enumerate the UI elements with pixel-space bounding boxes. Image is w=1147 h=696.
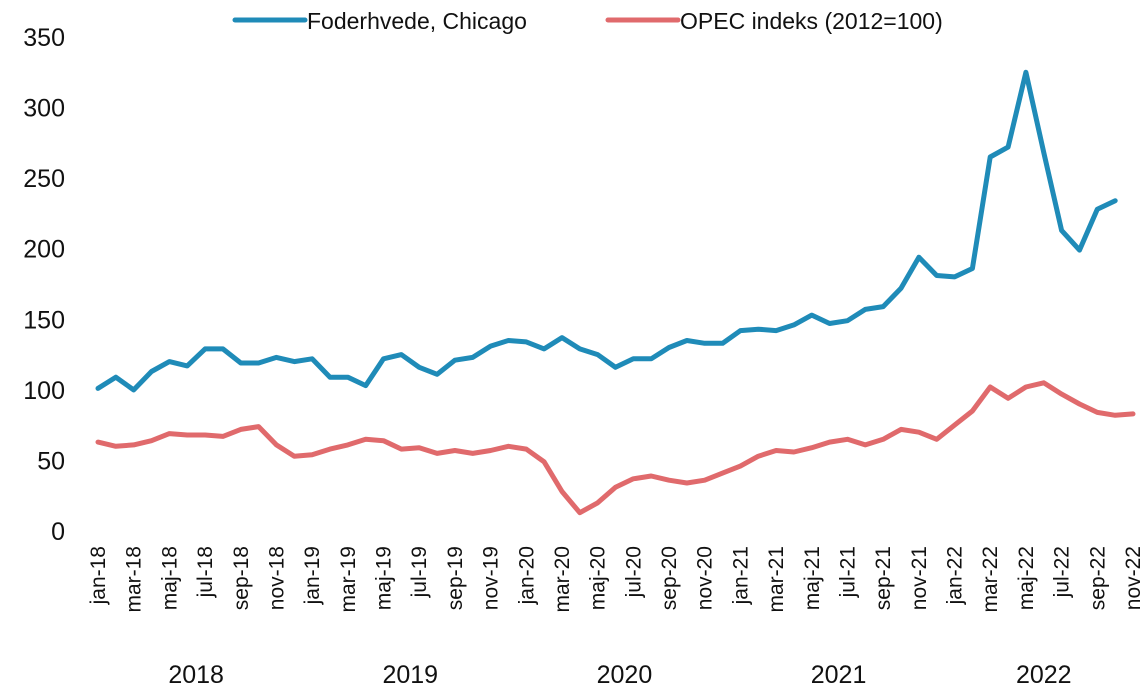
x-tick-label: jan-21 — [729, 546, 752, 605]
series-line — [95, 69, 1118, 393]
x-tick-label: sep-18 — [230, 546, 253, 610]
x-tick-label: nov-20 — [694, 546, 717, 610]
year-label: 2022 — [1016, 661, 1072, 689]
x-tick-label: jul-20 — [622, 546, 645, 598]
legend-label: OPEC indeks (2012=100) — [680, 8, 943, 34]
x-tick-label: nov-18 — [265, 546, 288, 610]
y-tick-label: 250 — [23, 165, 65, 193]
y-tick-label: 0 — [51, 518, 65, 546]
x-tick-label: nov-21 — [908, 546, 931, 610]
x-tick-label: jul-22 — [1051, 546, 1074, 598]
x-tick-label: sep-19 — [444, 546, 467, 610]
x-tick-label: jul-19 — [408, 546, 431, 598]
x-tick-label: maj-21 — [801, 546, 824, 610]
x-tick-label: jul-18 — [194, 546, 217, 598]
year-label: 2018 — [168, 661, 224, 689]
y-tick-label: 300 — [23, 95, 65, 123]
x-tick-label: jul-21 — [836, 546, 859, 598]
x-tick-label: maj-22 — [1015, 546, 1038, 610]
y-tick-label: 150 — [23, 306, 65, 334]
x-tick-label: nov-19 — [480, 546, 503, 610]
y-tick-label: 100 — [23, 377, 65, 405]
x-tick-label: mar-22 — [979, 546, 1002, 613]
x-tick-label: sep-22 — [1086, 546, 1109, 610]
x-tick-label: maj-19 — [373, 546, 396, 610]
x-tick-label: maj-18 — [158, 546, 181, 610]
x-tick-label: mar-20 — [551, 546, 574, 613]
x-tick-label: maj-20 — [587, 546, 610, 610]
year-label: 2020 — [597, 661, 653, 689]
x-tick-label: jan-19 — [301, 546, 324, 605]
y-tick-label: 350 — [23, 24, 65, 52]
x-tick-label: nov-22 — [1122, 546, 1145, 610]
x-tick-label: mar-21 — [765, 546, 788, 613]
x-tick-label: jan-20 — [515, 546, 538, 605]
legend-label: Foderhvede, Chicago — [307, 8, 527, 34]
series-line — [95, 380, 1136, 516]
x-tick-label: mar-18 — [123, 546, 146, 613]
x-tick-label: mar-19 — [337, 546, 360, 613]
x-tick-label: sep-21 — [872, 546, 895, 610]
year-label: 2021 — [811, 661, 867, 689]
year-label: 2019 — [382, 661, 438, 689]
x-tick-label: jan-18 — [87, 546, 110, 605]
y-tick-label: 50 — [37, 447, 65, 475]
x-tick-label: sep-20 — [658, 546, 681, 610]
y-tick-label: 200 — [23, 236, 65, 264]
x-tick-label: jan-22 — [944, 546, 967, 605]
